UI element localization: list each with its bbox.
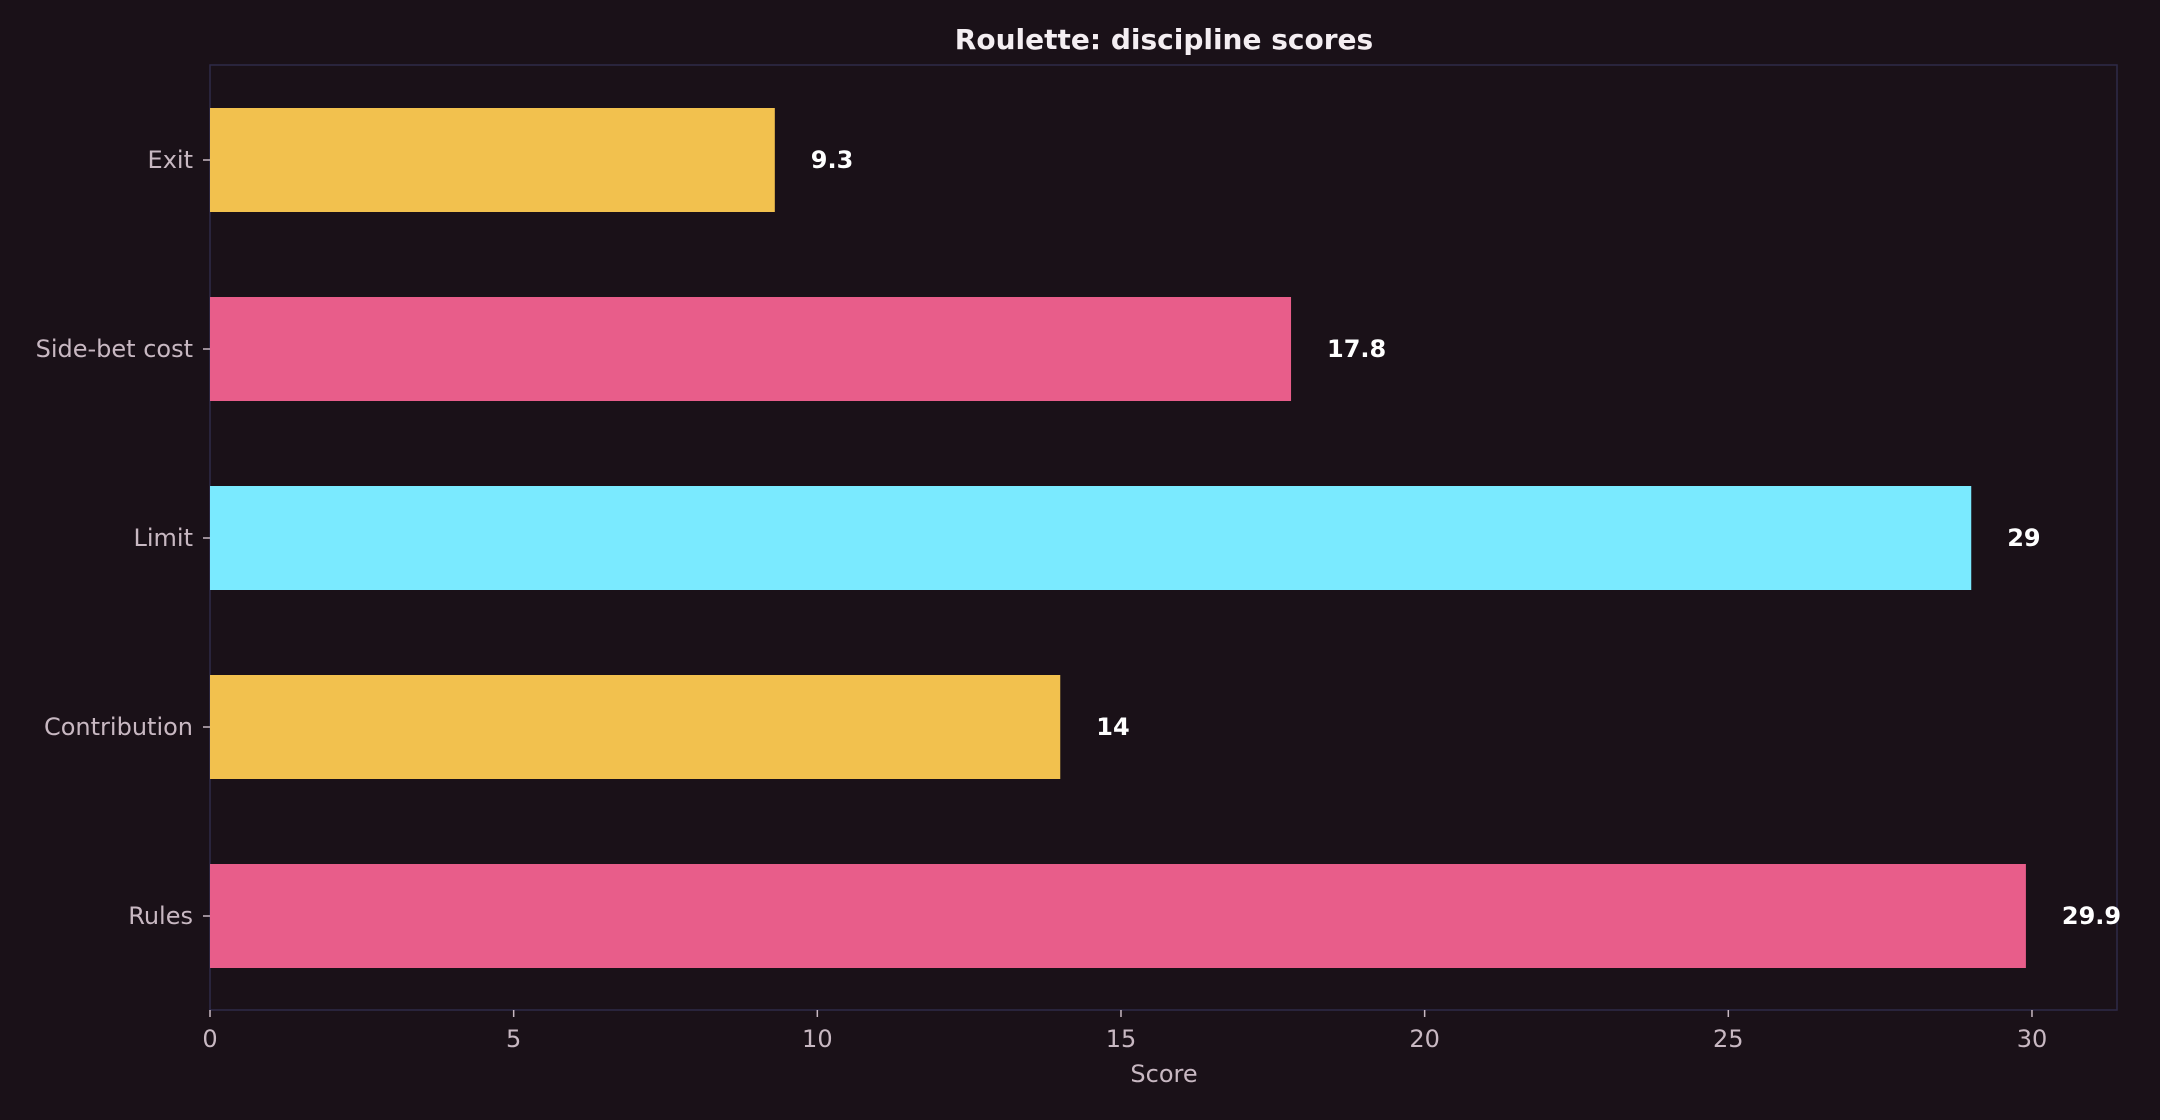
x-tick-label: 10 — [802, 1025, 833, 1053]
x-tick-label: 0 — [202, 1025, 217, 1053]
x-tick-label: 5 — [506, 1025, 521, 1053]
x-tick-label: 25 — [1713, 1025, 1744, 1053]
bar-value-label: 29.9 — [2062, 902, 2121, 930]
value-labels-layer: 9.3 17.8 29 14 29.9 — [811, 146, 2121, 930]
x-axis-label: Score — [1130, 1060, 1197, 1088]
bar — [210, 864, 2026, 968]
bar — [210, 486, 1972, 590]
x-tick-label: 30 — [2017, 1025, 2048, 1053]
x-axis: 0 5 10 15 20 25 30 — [202, 1010, 2047, 1053]
y-tick-label: Contribution — [44, 713, 193, 741]
bar-value-label: 29 — [2007, 524, 2040, 552]
bar-value-label: 14 — [1096, 713, 1129, 741]
y-tick-label: Limit — [134, 524, 194, 552]
chart-title: Roulette: discipline scores — [955, 23, 1373, 56]
bar — [210, 297, 1292, 401]
x-tick-label: 15 — [1106, 1025, 1137, 1053]
y-tick-label: Rules — [128, 902, 193, 930]
bar — [210, 675, 1061, 779]
y-tick-label: Side-bet cost — [36, 335, 193, 363]
x-tick-label: 20 — [1409, 1025, 1440, 1053]
bar — [210, 108, 775, 212]
y-tick-label: Exit — [148, 146, 193, 174]
bar-value-label: 9.3 — [811, 146, 854, 174]
bars-layer — [210, 108, 2026, 968]
bar-value-label: 17.8 — [1327, 335, 1386, 363]
y-axis: Exit Side-bet cost Limit Contribution Rules — [36, 146, 210, 930]
